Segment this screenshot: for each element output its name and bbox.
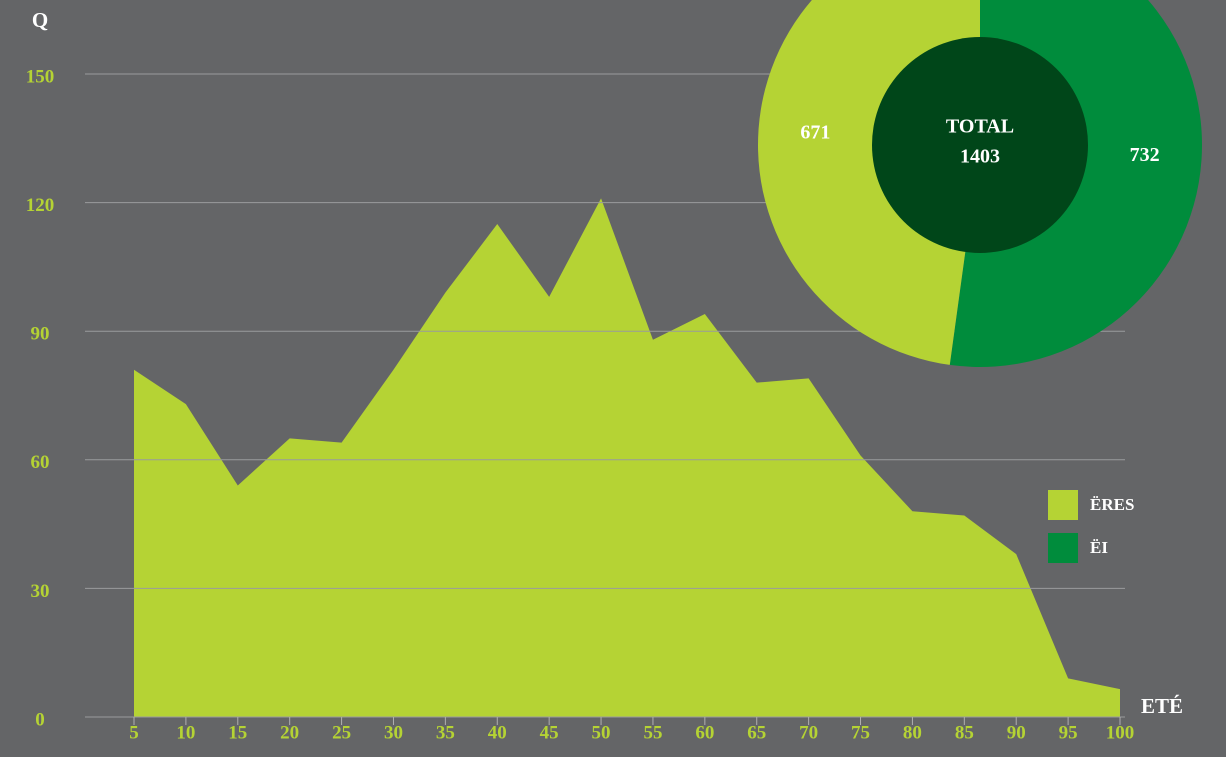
y-tick-label: 30 [31,581,50,602]
donut-center [872,37,1088,253]
slice-label: 732 [1130,144,1160,166]
x-tick-label: 85 [955,722,974,743]
x-tick-label: 30 [384,722,403,743]
x-tick-label: 55 [643,722,662,743]
x-tick-label: 100 [1106,722,1135,743]
center-label: TOTAL [946,116,1014,138]
legend-label: ËRES [1090,495,1134,514]
legend-swatch [1048,490,1078,520]
x-tick-label: 15 [228,722,247,743]
x-tick-label: 60 [695,722,714,743]
legend-label: ËI [1090,538,1108,557]
y-tick-label: 90 [31,324,50,345]
x-tick-label: 70 [799,722,818,743]
area [134,198,1120,717]
y-tick-label: 120 [26,195,55,216]
center-total: 1403 [960,146,1000,168]
x-tick-label: 20 [280,722,299,743]
x-tick-label: 40 [488,722,507,743]
y-tick-label: 60 [31,452,50,473]
x-axis-label: ETÉ [1141,694,1183,718]
slice-label: 671 [800,121,830,143]
x-tick-label: 10 [176,722,195,743]
x-tick-label: 5 [129,722,139,743]
legend-swatch [1048,533,1078,563]
x-tick-label: 25 [332,722,351,743]
x-tick-label: 90 [1007,722,1026,743]
y-axis-label: Q [32,8,48,32]
y-tick-label: 150 [26,66,55,87]
x-tick-label: 65 [747,722,766,743]
x-tick-label: 95 [1059,722,1078,743]
x-tick-label: 35 [436,722,455,743]
x-tick-label: 80 [903,722,922,743]
x-tick-label: 50 [592,722,611,743]
y-tick-label: 0 [35,709,45,730]
x-tick-label: 75 [851,722,870,743]
x-tick-label: 45 [540,722,559,743]
